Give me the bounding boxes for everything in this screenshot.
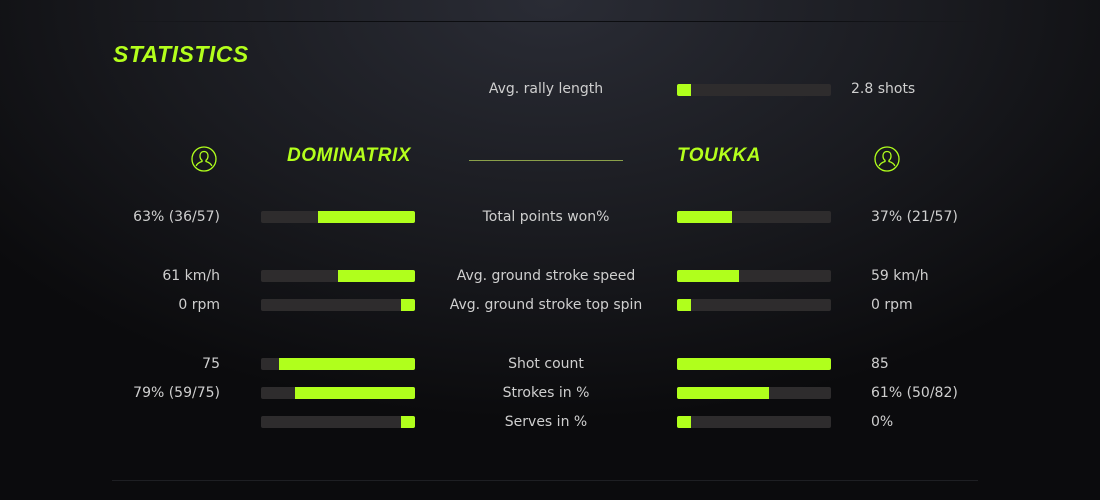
right-stat-bar-fill	[677, 416, 691, 428]
top-divider	[120, 21, 980, 22]
rally-value: 2.8 shots	[851, 81, 916, 97]
left-player-name: DOMINATRIX	[287, 145, 411, 166]
rally-label: Avg. rally length	[488, 81, 604, 97]
user-avatar-icon	[191, 146, 217, 172]
left-stat-bar-fill	[401, 416, 415, 428]
left-stat-bar	[261, 416, 415, 428]
stat-label: Total points won%	[482, 209, 610, 225]
left-stat-bar	[261, 211, 415, 223]
bottom-divider	[112, 480, 978, 481]
left-stat-bar-fill	[338, 270, 415, 282]
left-stat-bar-fill	[294, 387, 415, 399]
left-stat-bar	[261, 358, 415, 370]
left-stat-bar	[261, 270, 415, 282]
left-stat-value: 79% (59/75)	[133, 385, 220, 401]
right-stat-bar	[677, 387, 831, 399]
left-stat-bar	[261, 387, 415, 399]
left-stat-value: 0 rpm	[178, 297, 220, 313]
right-stat-bar	[677, 416, 831, 428]
stat-label: Avg. ground stroke speed	[456, 268, 636, 284]
rally-bar-fill	[677, 84, 691, 96]
right-stat-bar	[677, 299, 831, 311]
left-stat-bar	[261, 299, 415, 311]
rally-bar	[677, 84, 831, 96]
right-player-name: TOUKKA	[677, 145, 761, 166]
stat-label: Avg. ground stroke top spin	[449, 297, 643, 313]
left-stat-value: 61 km/h	[162, 268, 220, 284]
left-stat-bar-fill	[401, 299, 415, 311]
right-stat-bar	[677, 270, 831, 282]
left-stat-value: 63% (36/57)	[133, 209, 220, 225]
stat-label: Shot count	[508, 356, 584, 372]
left-stat-bar-fill	[279, 358, 415, 370]
page-title: STATISTICS	[113, 41, 249, 67]
right-stat-value: 37% (21/57)	[871, 209, 958, 225]
right-stat-bar-fill	[677, 211, 733, 223]
right-stat-bar-fill	[677, 358, 831, 370]
header-divider	[469, 160, 623, 161]
right-stat-bar	[677, 358, 831, 370]
right-stat-value: 0%	[871, 414, 894, 430]
right-stat-bar	[677, 211, 831, 223]
stat-label: Serves in %	[504, 414, 588, 430]
right-stat-bar-fill	[677, 387, 770, 399]
stat-label: Strokes in %	[502, 385, 590, 401]
user-avatar-icon	[874, 146, 900, 172]
left-stat-bar-fill	[317, 211, 415, 223]
left-stat-value: 75	[202, 356, 220, 372]
right-stat-value: 85	[871, 356, 889, 372]
right-stat-value: 0 rpm	[871, 297, 913, 313]
right-stat-value: 59 km/h	[871, 268, 929, 284]
right-stat-bar-fill	[677, 270, 739, 282]
right-stat-value: 61% (50/82)	[871, 385, 958, 401]
right-stat-bar-fill	[677, 299, 691, 311]
